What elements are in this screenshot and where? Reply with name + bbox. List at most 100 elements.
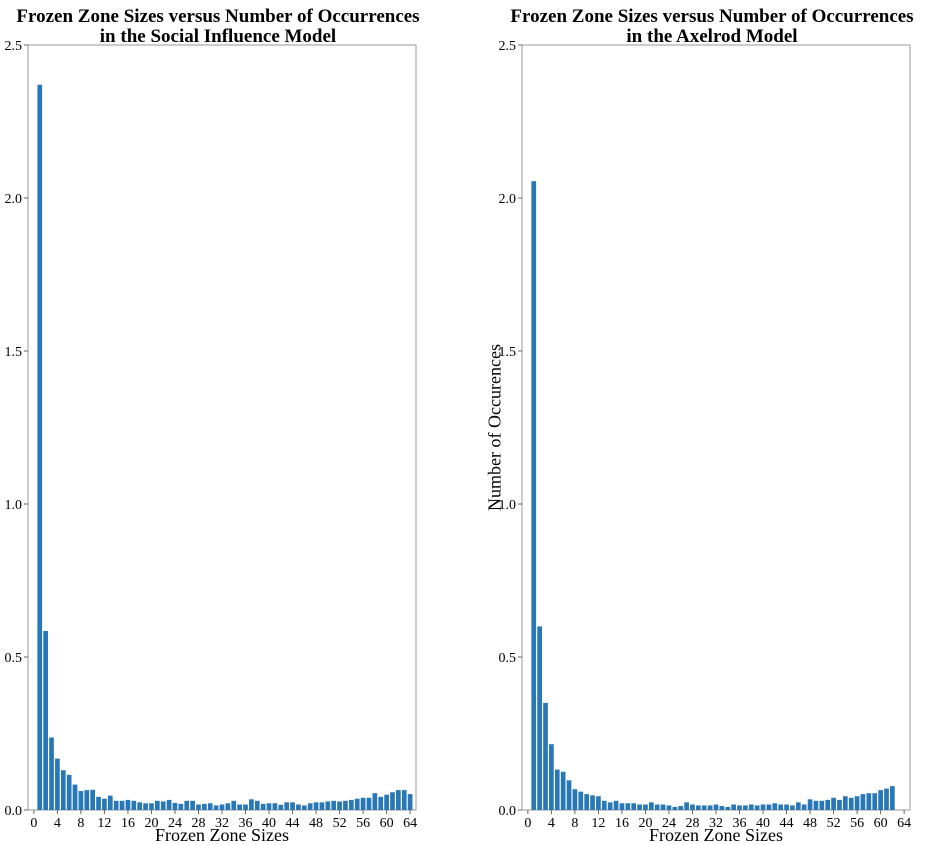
- chart-2-bar-48: [807, 799, 813, 810]
- chart-2-bar-1: [531, 181, 537, 811]
- chart-1-bar-29: [202, 803, 207, 810]
- chart-1-bar-40: [266, 803, 272, 810]
- chart-1-xtick-label: 12: [97, 816, 111, 831]
- chart-2-bar-56: [854, 796, 860, 810]
- chart-1-bar-13: [107, 795, 113, 810]
- chart-1-bar-11: [96, 796, 101, 810]
- chart-2-bar-38: [748, 804, 754, 810]
- chart-1-bar-17: [131, 800, 137, 810]
- chart-1-bar-41: [272, 803, 278, 810]
- chart-1-bar-28: [196, 804, 201, 810]
- chart-2-bar-45: [790, 805, 795, 810]
- chart-1-bar-44: [290, 802, 295, 810]
- chart-1-ytick-label: 1.5: [5, 345, 23, 360]
- chart-1-ytick-label: 0.0: [5, 804, 23, 819]
- chart-2-bar-20: [643, 804, 648, 810]
- chart-1-xlabel: Frozen Zone Sizes: [155, 825, 289, 845]
- chart-2-xtick-label: 60: [874, 816, 888, 831]
- chart-2-ytick-label: 2.0: [499, 192, 517, 207]
- chart-1-xtick-label: 24: [168, 816, 182, 831]
- chart-1-bar-24: [172, 802, 178, 810]
- chart-1-bar-49: [319, 802, 325, 810]
- chart-1-xtick-label: 44: [286, 816, 300, 831]
- chart-1-bar-50: [325, 801, 331, 810]
- chart-1-bar-38: [254, 800, 260, 810]
- chart-1-bar-63: [401, 790, 407, 810]
- chart-1-xtick-label: 28: [191, 816, 205, 831]
- chart-1-bar-35: [237, 804, 242, 810]
- chart-2-bar-37: [743, 805, 748, 810]
- chart-1-bar-30: [207, 803, 213, 810]
- chart-1-title-line-2: in the Social Influence Model: [100, 26, 336, 47]
- chart-1-xtick-label: 32: [215, 816, 229, 831]
- chart-1-bar-21: [154, 800, 160, 810]
- chart-1-bar-9: [84, 790, 90, 810]
- chart-1-bar-27: [190, 800, 195, 810]
- chart-2-xtick-label: 20: [638, 816, 652, 831]
- chart-2-xtick-label: 32: [709, 816, 723, 831]
- chart-1-bar-53: [343, 800, 348, 810]
- chart-1-ytick-label: 1.0: [5, 498, 23, 513]
- chart-2-ytick-label: 0.5: [499, 651, 517, 666]
- chart-2-xtick-label: 44: [780, 816, 794, 831]
- chart-1-bar-2: [43, 630, 48, 810]
- chart-2-title-line-1: Frozen Zone Sizes versus Number of Occur…: [510, 6, 913, 27]
- chart-2-xtick-label: 12: [591, 816, 605, 831]
- chart-2-bar-46: [795, 802, 801, 810]
- chart-2-bar-47: [801, 804, 807, 810]
- chart-1-bar-55: [354, 798, 360, 810]
- chart-1-bar-57: [366, 797, 372, 810]
- chart-2-bar-36: [737, 805, 742, 810]
- chart-1-bar-46: [301, 805, 307, 810]
- chart-2-bar-40: [760, 804, 766, 810]
- chart-2-xtick-label: 24: [662, 816, 676, 831]
- chart-1-xtick-label: 20: [144, 816, 158, 831]
- chart-1-xtick-label: 56: [356, 816, 370, 831]
- chart-2-bar-41: [766, 804, 772, 810]
- chart-2-ytick-label: 1.0: [499, 498, 517, 513]
- chart-1-bar-25: [178, 803, 184, 810]
- chart-2-bar-44: [784, 804, 789, 810]
- chart-2-bar-19: [637, 804, 642, 810]
- chart-2-bar-50: [819, 800, 825, 810]
- chart-2-bar-24: [666, 805, 672, 810]
- chart-1-bar-45: [296, 804, 301, 810]
- chart-2-bar-7: [566, 780, 572, 810]
- chart-2-bar-39: [754, 805, 760, 810]
- chart-2-bar-23: [660, 804, 666, 810]
- chart-2-bar-22: [654, 804, 660, 810]
- chart-1-bar-42: [278, 804, 284, 810]
- chart-1-bar-18: [137, 802, 143, 810]
- chart-1-xtick-label: 0: [30, 816, 37, 831]
- chart-2-bar-53: [837, 799, 842, 810]
- chart-1-bar-14: [113, 800, 119, 810]
- chart-2-bar-27: [684, 802, 689, 810]
- chart-2-xtick-label: 36: [733, 816, 747, 831]
- chart-1-bar-52: [337, 801, 342, 810]
- chart-2-bar-57: [860, 794, 866, 810]
- chart-2-bar-28: [690, 804, 695, 810]
- chart-1-bar-39: [260, 803, 266, 810]
- chart-2-xtick-label: 56: [850, 816, 864, 831]
- chart-1-ytick-label: 2.0: [5, 192, 23, 207]
- chart-2-bar-49: [813, 800, 819, 810]
- chart-1-bar-10: [90, 789, 96, 810]
- chart-1-bar-26: [184, 800, 190, 810]
- chart-1-bar-37: [249, 799, 254, 810]
- chart-2-bar-35: [731, 804, 736, 810]
- chart-2-ytick-label: 2.5: [499, 39, 517, 54]
- chart-1-bar-61: [390, 792, 395, 810]
- chart-2-bar-51: [825, 799, 831, 810]
- chart-1-bar-7: [72, 784, 78, 810]
- chart-2-bar-58: [866, 793, 872, 810]
- chart-1-xtick-label: 36: [239, 816, 253, 831]
- chart-2-bar-15: [613, 800, 619, 810]
- chart-1-xtick-label: 40: [262, 816, 276, 831]
- chart-2-bar-8: [572, 789, 578, 810]
- chart-1-ytick-label: 2.5: [5, 39, 23, 54]
- chart-2-xtick-label: 40: [756, 816, 770, 831]
- chart-1-bar-64: [407, 794, 413, 810]
- chart-1-bar-62: [396, 790, 401, 810]
- chart-2-bar-21: [648, 802, 654, 810]
- chart-1-xtick-label: 52: [333, 816, 347, 831]
